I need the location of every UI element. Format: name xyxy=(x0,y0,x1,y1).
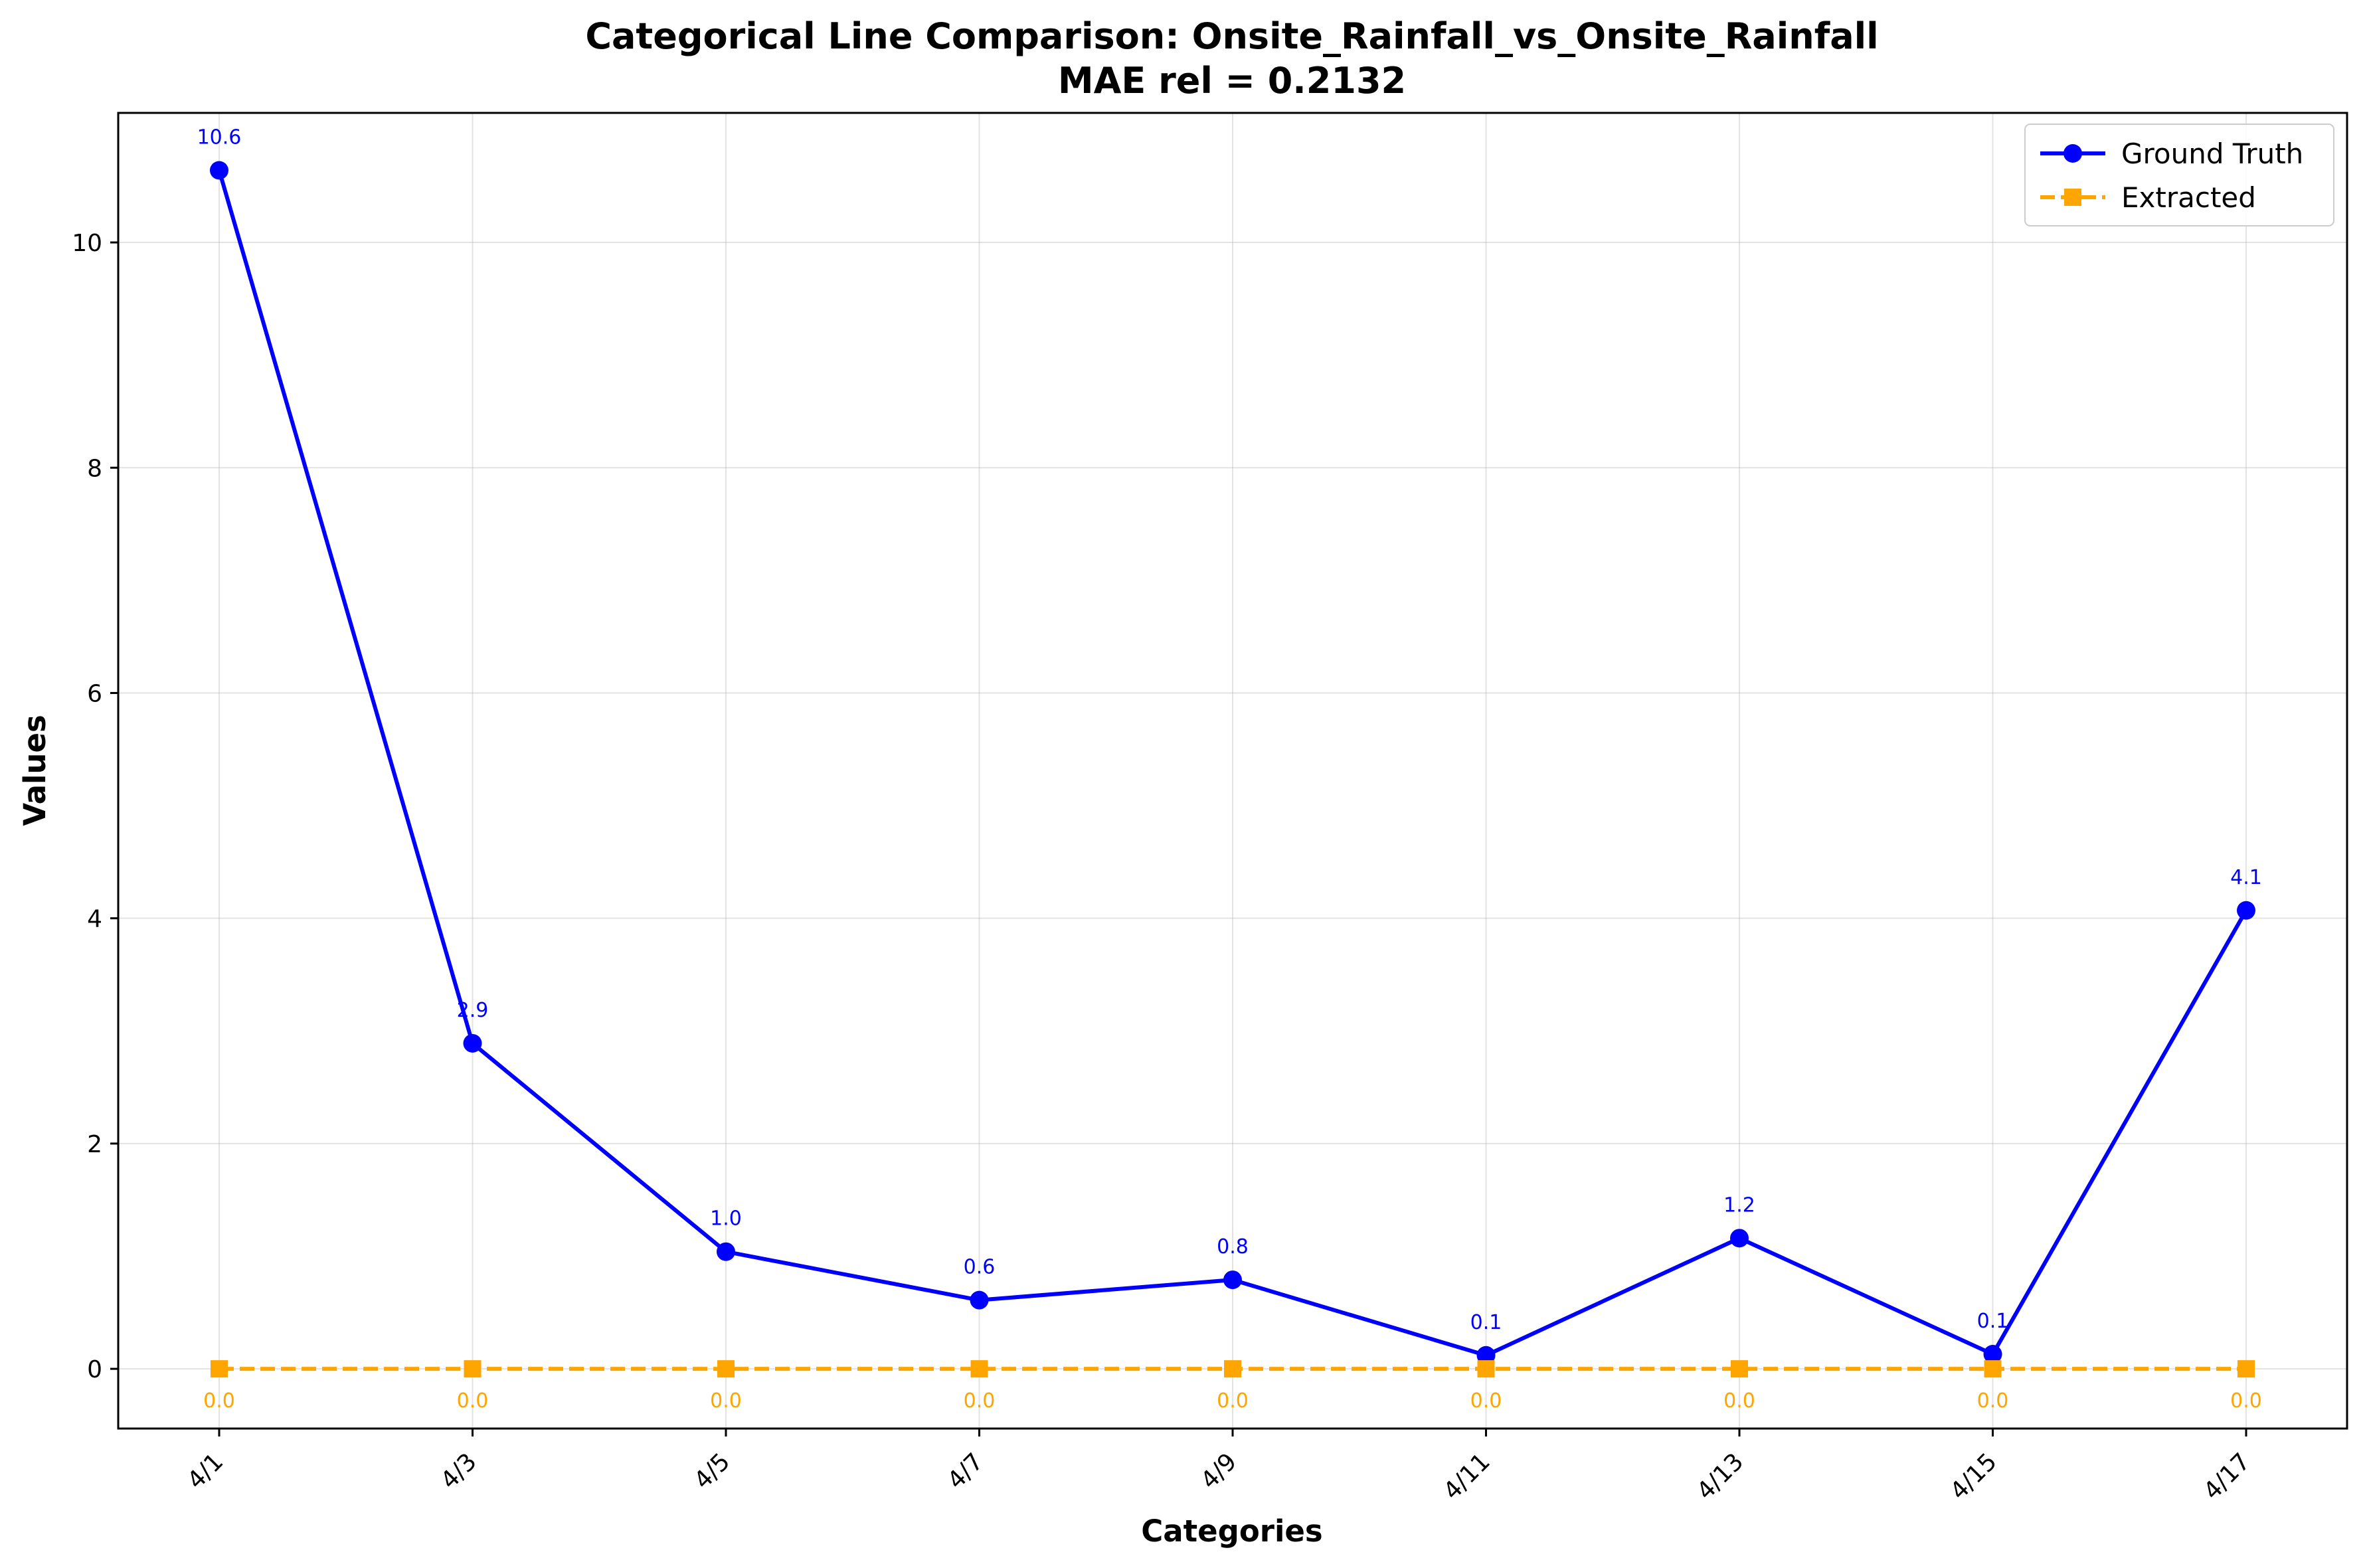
data-point-circle xyxy=(210,161,228,180)
data-point-circle xyxy=(1983,1345,2002,1364)
data-label: 0.0 xyxy=(710,1389,742,1413)
data-label: 0.0 xyxy=(1977,1389,2009,1413)
data-point-circle xyxy=(717,1242,735,1261)
y-tick-label: 6 xyxy=(87,680,102,707)
data-point-circle xyxy=(463,1033,482,1053)
data-label: 0.0 xyxy=(2230,1389,2262,1413)
legend-marker-circle xyxy=(2063,144,2082,163)
data-label: 0.0 xyxy=(964,1389,996,1413)
data-point-circle xyxy=(1730,1229,1749,1248)
data-label: 2.9 xyxy=(457,999,489,1022)
series-group: 0.0 0.0 0.0 0.0 0.0 0.0 0.0 0.0 0.0 xyxy=(203,1360,2262,1413)
data-label: 0.1 xyxy=(1977,1310,2009,1333)
x-axis-label: Categories xyxy=(1141,1514,1322,1549)
data-series: 10.62.91.00.60.80.11.20.14.10.0 0.0 0.0 0.0… xyxy=(197,126,2262,1413)
y-axis-label: Values xyxy=(17,715,52,826)
data-label: 1.2 xyxy=(1723,1193,1755,1217)
chart-title: Categorical Line Comparison: Onsite_Rain… xyxy=(585,15,1878,57)
data-label: 0.0 xyxy=(1217,1389,1249,1413)
y-tick-label: 2 xyxy=(87,1131,102,1158)
y-tick-label: 10 xyxy=(72,230,102,257)
data-point-square xyxy=(1984,1360,2002,1378)
legend-label: Extracted xyxy=(2121,181,2256,214)
data-label: 0.0 xyxy=(1470,1389,1502,1413)
y-tick-label: 4 xyxy=(87,906,102,933)
data-point-circle xyxy=(1476,1346,1496,1365)
data-label: 0.6 xyxy=(964,1256,996,1279)
data-point-circle xyxy=(970,1290,989,1310)
data-label: 4.1 xyxy=(2230,866,2262,889)
data-label: 10.6 xyxy=(197,126,242,149)
chart-subtitle: MAE rel = 0.2132 xyxy=(1058,60,1406,102)
legend-box xyxy=(2024,124,2334,226)
data-point-square xyxy=(211,1360,228,1378)
y-tick-label: 8 xyxy=(87,455,102,482)
data-label: 0.8 xyxy=(1217,1235,1249,1259)
data-label: 1.0 xyxy=(710,1207,742,1231)
series-group: 10.6 2.9 1.0 0.6 0.8 0.1 1.2 0.1 4.1 xyxy=(197,126,2262,1365)
data-label: 0.0 xyxy=(457,1389,489,1413)
data-point-square xyxy=(2237,1360,2255,1378)
data-label: 0.0 xyxy=(203,1389,235,1413)
legend-entry: Extracted xyxy=(2040,181,2256,214)
data-point-square xyxy=(970,1360,988,1378)
legend-marker-square xyxy=(2064,189,2081,206)
data-point-square xyxy=(1224,1360,1241,1378)
data-label: 0.1 xyxy=(1470,1311,1502,1334)
data-point-square xyxy=(717,1360,735,1378)
data-label: 0.0 xyxy=(1723,1389,1755,1413)
legend-label: Ground Truth xyxy=(2121,137,2303,170)
legend-entry: Ground Truth xyxy=(2040,137,2303,170)
data-point-square xyxy=(1477,1360,1495,1378)
data-point-square xyxy=(464,1360,482,1378)
y-tick-label: 0 xyxy=(87,1356,102,1383)
legend: Ground Truth Extracted xyxy=(2024,124,2334,226)
data-point-circle xyxy=(1223,1270,1242,1290)
data-point-circle xyxy=(2237,901,2255,920)
data-point-square xyxy=(1731,1360,1748,1378)
